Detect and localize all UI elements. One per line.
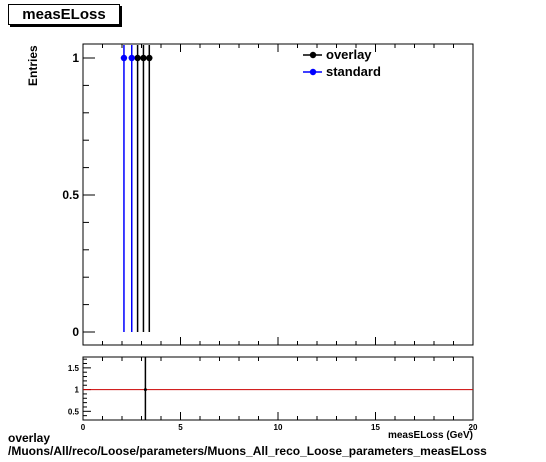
legend-overlay-marker — [309, 51, 317, 59]
legend-standard-label: standard — [326, 64, 381, 79]
legend-overlay-label: overlay — [326, 47, 372, 62]
series-overlay-point — [134, 54, 141, 62]
main-y-tick-label: 0 — [72, 325, 79, 339]
series-standard-point — [128, 54, 135, 62]
main-y-tick-label: 1 — [72, 51, 79, 65]
main-plot-marks — [120, 45, 153, 332]
ratio-plot-frame — [82, 356, 474, 421]
legend-standard-marker — [309, 68, 317, 76]
main-plot-frame — [82, 43, 474, 346]
footer-caption: overlay /Muons/All/reco/Loose/parameters… — [8, 432, 487, 458]
histogram-title: measELoss — [8, 4, 120, 25]
footer-line-overlay: overlay — [8, 431, 51, 445]
main-y-tick-label: 0.5 — [62, 188, 79, 202]
ratio-y-tick-label: 0.5 — [68, 407, 80, 416]
ratio-x-tick-label: 20 — [469, 423, 478, 432]
ratio-x-tick-label: 15 — [371, 423, 380, 432]
legend: overlay standard — [303, 47, 381, 79]
series-standard-point — [120, 54, 128, 62]
series-overlay-point — [146, 54, 153, 62]
main-y-axis: 00.51 — [62, 44, 474, 345]
ratio-x-tick-label: 10 — [274, 423, 283, 432]
ratio-x-tick-label: 5 — [178, 423, 183, 432]
ratio-y-tick-label: 1 — [75, 386, 80, 395]
ratio-axes: 0 5 10 15 20 0.5 1 1.5 — [68, 357, 478, 432]
series-overlay-point — [140, 54, 147, 62]
ratio-point — [143, 388, 147, 392]
ratio-y-tick-label: 1.5 — [68, 364, 80, 373]
ratio-plot-marks — [83, 357, 473, 420]
x-axis-label: measELoss (GeV) — [388, 430, 473, 441]
footer-line-path: /Muons/All/reco/Loose/parameters/Muons_A… — [8, 444, 487, 458]
ratio-x-tick-label: 0 — [81, 423, 86, 432]
y-axis-label: Entries — [26, 45, 40, 86]
